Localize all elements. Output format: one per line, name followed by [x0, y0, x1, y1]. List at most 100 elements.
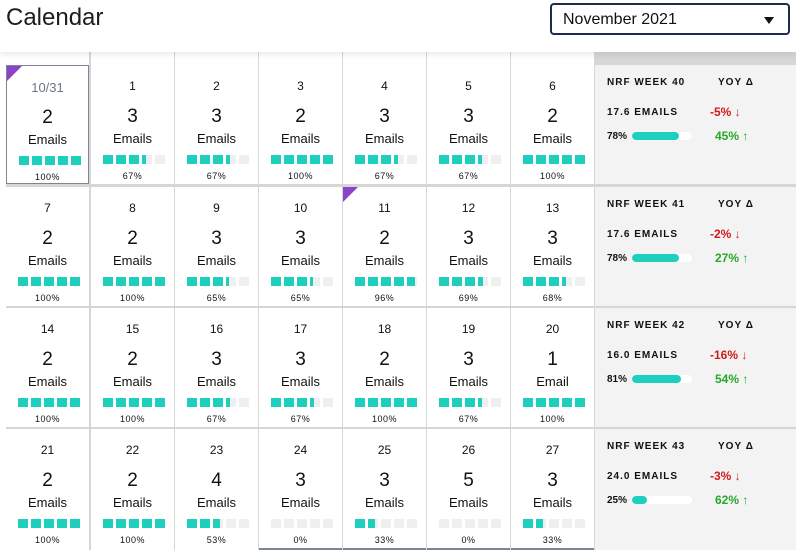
progress-segment [44, 398, 54, 407]
day-cell[interactable]: 11 2 Emails 96% [343, 187, 426, 306]
email-count: 3 [295, 349, 306, 370]
progress-segments [439, 155, 501, 164]
progress-segments [523, 398, 585, 407]
day-cell[interactable]: 18 2 Emails 100% [343, 308, 426, 427]
progress-segment [155, 398, 165, 407]
day-cell[interactable]: 10 3 Emails 65% [259, 187, 342, 306]
progress-segment [549, 155, 559, 164]
email-unit-label: Emails [112, 495, 152, 510]
rate-progress-bar [632, 375, 692, 383]
progress-segment [297, 519, 307, 528]
day-cell[interactable]: 15 2 Emails 100% [91, 308, 174, 427]
progress-segment [271, 398, 281, 407]
progress-segment [549, 519, 559, 528]
progress-segment [44, 519, 54, 528]
email-count: 2 [42, 349, 53, 370]
day-cell[interactable]: 13 3 Emails 68% [511, 187, 594, 306]
progress-segment [116, 155, 126, 164]
progress-segment [310, 519, 320, 528]
day-cell[interactable]: 1 3 Emails 67% [91, 65, 174, 184]
progress-segment [452, 519, 462, 528]
day-cell[interactable]: 22 2 Emails 100% [91, 429, 174, 550]
day-cell[interactable]: 14 2 Emails 100% [6, 308, 89, 427]
progress-segments [103, 277, 165, 286]
percent-label: 65% [206, 293, 227, 303]
percent-label: 100% [34, 293, 61, 303]
progress-segment [129, 519, 139, 528]
day-cell[interactable]: 25 3 Emails 33% [343, 429, 426, 550]
progress-segment [478, 277, 488, 286]
day-cell[interactable]: 8 2 Emails 100% [91, 187, 174, 306]
day-cell[interactable]: 27 3 Emails 33% [511, 429, 594, 550]
percent-label: 100% [371, 414, 398, 424]
progress-segment [142, 398, 152, 407]
day-date: 23 [209, 443, 224, 457]
day-cell[interactable]: 5 3 Emails 67% [427, 65, 510, 184]
email-count: 3 [295, 228, 306, 249]
percent-label: 67% [122, 171, 143, 181]
page-title: Calendar [6, 4, 104, 31]
email-count: 2 [42, 228, 53, 249]
email-unit-label: Emails [364, 131, 404, 146]
progress-segment [394, 155, 404, 164]
week-label: NRF WEEK 40 [607, 77, 686, 88]
progress-segment [536, 519, 546, 528]
day-cell[interactable]: 24 3 Emails 0% [259, 429, 342, 550]
percent-label: 0% [293, 535, 308, 545]
month-select[interactable]: November 2021 [550, 3, 790, 35]
week-top-strip [6, 52, 89, 65]
progress-segment [549, 398, 559, 407]
day-cell[interactable]: 12 3 Emails 69% [427, 187, 510, 306]
progress-segment [381, 155, 391, 164]
day-cell[interactable]: 19 3 Emails 67% [427, 308, 510, 427]
weekly-rate: 81% [607, 374, 628, 385]
progress-segment [239, 277, 249, 286]
progress-segment [465, 155, 475, 164]
day-cell[interactable]: 3 2 Emails 100% [259, 65, 342, 184]
progress-segment [18, 277, 28, 286]
weekly-rate: 78% [607, 253, 628, 264]
rate-progress-bar [632, 254, 692, 262]
progress-segment [394, 519, 404, 528]
progress-segment [103, 519, 113, 528]
progress-segment [407, 519, 417, 528]
day-date: 27 [545, 443, 560, 457]
progress-segment [575, 398, 585, 407]
day-cell[interactable]: 4 3 Emails 67% [343, 65, 426, 184]
yoy-label: YOY Δ [718, 320, 754, 331]
day-cell[interactable]: 20 1 Email 100% [511, 308, 594, 427]
day-cell[interactable]: 10/31 2 Emails 100% [6, 65, 89, 184]
email-unit-label: Emails [196, 495, 236, 510]
email-count: 3 [211, 349, 222, 370]
flag-corner-icon [7, 66, 22, 81]
progress-segments [271, 398, 333, 407]
progress-segment [452, 398, 462, 407]
progress-segment [18, 398, 28, 407]
percent-label: 100% [34, 414, 61, 424]
emails-yoy-delta: -2% ↓ [710, 227, 741, 241]
day-cell[interactable]: 9 3 Emails 65% [175, 187, 258, 306]
day-cell[interactable]: 6 2 Emails 100% [511, 65, 594, 184]
yoy-label: YOY Δ [718, 199, 754, 210]
day-cell[interactable]: 16 3 Emails 67% [175, 308, 258, 427]
day-date: 12 [461, 201, 476, 215]
header: Calendar November 2021 [0, 0, 796, 52]
weekly-emails: 24.0 EMAILS [607, 471, 679, 482]
day-cell[interactable]: 17 3 Emails 67% [259, 308, 342, 427]
day-cell[interactable]: 21 2 Emails 100% [6, 429, 89, 550]
week-label: NRF WEEK 41 [607, 199, 686, 210]
day-cell[interactable]: 2 3 Emails 67% [175, 65, 258, 184]
progress-segments [187, 155, 249, 164]
progress-segment [116, 519, 126, 528]
progress-segment [70, 519, 80, 528]
percent-label: 33% [374, 535, 395, 545]
day-cell[interactable]: 7 2 Emails 100% [6, 187, 89, 306]
day-date: 18 [377, 322, 392, 336]
day-cell[interactable]: 23 4 Emails 53% [175, 429, 258, 550]
day-cell[interactable]: 26 5 Emails 0% [427, 429, 510, 550]
progress-segment [31, 277, 41, 286]
email-count: 2 [127, 349, 138, 370]
week-top-strip [427, 52, 510, 65]
email-count: 5 [463, 470, 474, 491]
progress-segment [368, 155, 378, 164]
